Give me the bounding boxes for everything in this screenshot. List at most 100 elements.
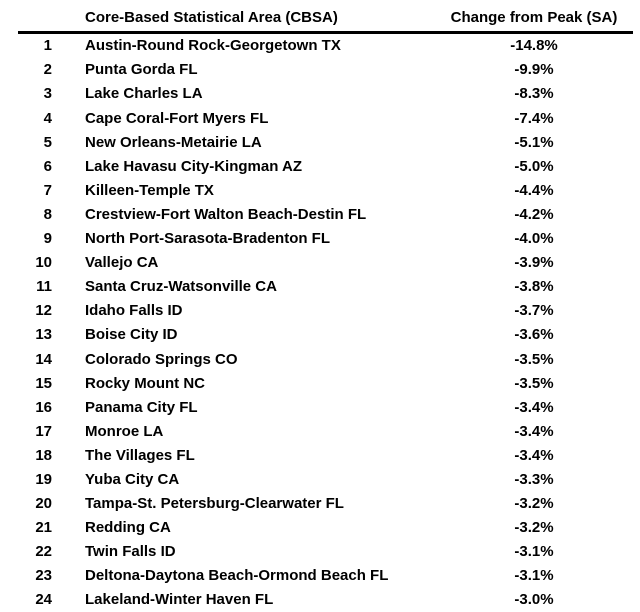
cbsa-cell: Cape Coral-Fort Myers FL <box>85 109 269 127</box>
rank-cell: 7 <box>43 181 52 199</box>
table-header-row: Core-Based Statistical Area (CBSA) Chang… <box>0 0 640 31</box>
change-cell: -3.6% <box>514 326 554 344</box>
cbsa-cell: Colorado Springs CO <box>85 350 238 368</box>
change-cell: -3.2% <box>514 495 554 513</box>
rank-cell: 22 <box>35 543 52 561</box>
change-cell: -14.8% <box>510 37 558 55</box>
rank-cell: 21 <box>35 519 52 537</box>
rank-cell: 20 <box>35 495 52 513</box>
change-cell: -3.5% <box>514 350 554 368</box>
cbsa-column-header: Core-Based Statistical Area (CBSA) <box>85 8 338 26</box>
rank-cell: 9 <box>43 230 52 248</box>
cbsa-cell: Boise City ID <box>85 326 178 344</box>
table-row: 11 Santa Cruz-Watsonville CA -3.8% <box>0 275 640 299</box>
rank-cell: 15 <box>35 374 52 392</box>
table-row: 20 Tampa-St. Petersburg-Clearwater FL -3… <box>0 492 640 516</box>
table-row: 8 Crestview-Fort Walton Beach-Destin FL … <box>0 202 640 226</box>
rank-cell: 14 <box>35 350 52 368</box>
rank-cell: 23 <box>35 567 52 585</box>
rank-cell: 1 <box>43 37 52 55</box>
cbsa-cell: Lake Charles LA <box>85 85 203 103</box>
cbsa-cell: Lake Havasu City-Kingman AZ <box>85 157 302 175</box>
cbsa-cell: Deltona-Daytona Beach-Ormond Beach FL <box>85 567 389 585</box>
cbsa-cell: Vallejo CA <box>85 254 159 272</box>
table-row: 24 Lakeland-Winter Haven FL -3.0% <box>0 588 640 612</box>
rank-cell: 19 <box>35 470 52 488</box>
cbsa-cell: New Orleans-Metairie LA <box>85 133 262 151</box>
cbsa-cell: North Port-Sarasota-Bradenton FL <box>85 230 331 248</box>
cbsa-cell: Austin-Round Rock-Georgetown TX <box>85 37 341 55</box>
rank-cell: 12 <box>35 302 52 320</box>
cbsa-cell: Panama City FL <box>85 398 198 416</box>
table-row: 3 Lake Charles LA -8.3% <box>0 82 640 106</box>
cbsa-cell: Rocky Mount NC <box>85 374 205 392</box>
change-cell: -5.1% <box>514 133 554 151</box>
change-cell: -5.0% <box>514 157 554 175</box>
change-cell: -3.4% <box>514 398 554 416</box>
cbsa-cell: Killeen-Temple TX <box>85 181 214 199</box>
cbsa-cell: Redding CA <box>85 519 171 537</box>
table-row: 23 Deltona-Daytona Beach-Ormond Beach FL… <box>0 564 640 588</box>
table-row: 22 Twin Falls ID -3.1% <box>0 540 640 564</box>
change-cell: -3.1% <box>514 543 554 561</box>
rank-cell: 17 <box>35 422 52 440</box>
rank-cell: 18 <box>35 446 52 464</box>
rank-cell: 24 <box>35 591 52 609</box>
change-cell: -3.4% <box>514 422 554 440</box>
cbsa-cell: Santa Cruz-Watsonville CA <box>85 278 277 296</box>
rank-cell: 3 <box>43 85 52 103</box>
cbsa-cell: Yuba City CA <box>85 470 180 488</box>
rank-cell: 13 <box>35 326 52 344</box>
change-cell: -3.9% <box>514 254 554 272</box>
rank-cell: 4 <box>43 109 52 127</box>
header-rule <box>18 30 633 34</box>
change-cell: -3.5% <box>514 374 554 392</box>
change-cell: -9.9% <box>514 61 554 79</box>
table-row: 18 The Villages FL -3.4% <box>0 443 640 467</box>
cbsa-cell: Twin Falls ID <box>85 543 176 561</box>
table-row: 15 Rocky Mount NC -3.5% <box>0 371 640 395</box>
cbsa-cell: Lakeland-Winter Haven FL <box>85 591 274 609</box>
rank-cell: 8 <box>43 205 52 223</box>
table-body: 1 Austin-Round Rock-Georgetown TX -14.8%… <box>0 34 640 612</box>
table-row: 12 Idaho Falls ID -3.7% <box>0 299 640 323</box>
table-row: 9 North Port-Sarasota-Bradenton FL -4.0% <box>0 227 640 251</box>
change-cell: -3.3% <box>514 470 554 488</box>
rank-cell: 16 <box>35 398 52 416</box>
cbsa-cell: Idaho Falls ID <box>85 302 183 320</box>
cbsa-cell: The Villages FL <box>85 446 195 464</box>
table-row: 21 Redding CA -3.2% <box>0 516 640 540</box>
rank-cell: 2 <box>43 61 52 79</box>
change-column-header: Change from Peak (SA) <box>450 8 618 26</box>
change-cell: -3.7% <box>514 302 554 320</box>
change-cell: -4.4% <box>514 181 554 199</box>
table-row: 16 Panama City FL -3.4% <box>0 395 640 419</box>
table-row: 13 Boise City ID -3.6% <box>0 323 640 347</box>
change-cell: -3.2% <box>514 519 554 537</box>
change-cell: -8.3% <box>514 85 554 103</box>
change-cell: -3.4% <box>514 446 554 464</box>
change-cell: -4.0% <box>514 230 554 248</box>
change-cell: -3.8% <box>514 278 554 296</box>
cbsa-cell: Crestview-Fort Walton Beach-Destin FL <box>85 205 367 223</box>
change-cell: -3.0% <box>514 591 554 609</box>
table-row: 17 Monroe LA -3.4% <box>0 419 640 443</box>
table-row: 14 Colorado Springs CO -3.5% <box>0 347 640 371</box>
rank-cell: 11 <box>36 278 52 296</box>
table-row: 4 Cape Coral-Fort Myers FL -7.4% <box>0 106 640 130</box>
table-row: 7 Killeen-Temple TX -4.4% <box>0 178 640 202</box>
change-cell: -3.1% <box>514 567 554 585</box>
table-row: 6 Lake Havasu City-Kingman AZ -5.0% <box>0 154 640 178</box>
table-row: 19 Yuba City CA -3.3% <box>0 467 640 491</box>
change-cell: -7.4% <box>514 109 554 127</box>
cbsa-cell: Punta Gorda FL <box>85 61 198 79</box>
change-cell: -4.2% <box>514 205 554 223</box>
rank-cell: 6 <box>43 157 52 175</box>
table-row: 5 New Orleans-Metairie LA -5.1% <box>0 130 640 154</box>
table-row: 1 Austin-Round Rock-Georgetown TX -14.8% <box>0 34 640 58</box>
rank-cell: 5 <box>43 133 52 151</box>
cbsa-cell: Tampa-St. Petersburg-Clearwater FL <box>85 495 344 513</box>
table-row: 10 Vallejo CA -3.9% <box>0 251 640 275</box>
cbsa-cell: Monroe LA <box>85 422 164 440</box>
